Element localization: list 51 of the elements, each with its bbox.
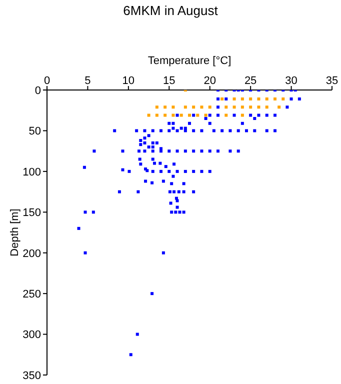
x-tick-label: 0	[44, 75, 50, 87]
y-tick-label: 150	[22, 207, 41, 220]
point	[147, 114, 150, 117]
point	[224, 114, 228, 117]
x-tick-label: 30	[285, 75, 298, 87]
y-axis-title: Depth [m]	[8, 208, 21, 256]
x-tick-label: 25	[244, 75, 257, 87]
x-tick-label: 15	[163, 75, 176, 87]
point	[282, 97, 285, 100]
point	[265, 97, 268, 100]
point	[232, 97, 236, 100]
y-tick-label: 350	[22, 370, 41, 382]
point	[274, 97, 276, 100]
point	[188, 114, 191, 117]
point	[172, 114, 175, 117]
point	[232, 106, 236, 109]
y-tick-label: 50	[28, 126, 41, 138]
point	[164, 114, 167, 117]
y-tick-label: 250	[22, 288, 41, 300]
x-tick-label: 20	[204, 75, 216, 87]
x-tick-label: 10	[122, 75, 135, 87]
point	[257, 97, 260, 100]
point	[220, 97, 224, 100]
point	[240, 97, 244, 100]
point	[240, 106, 244, 109]
y-tick-label: 100	[22, 166, 41, 178]
point	[224, 106, 228, 109]
point	[196, 114, 200, 117]
point	[184, 106, 187, 109]
point	[240, 114, 244, 117]
y-tick-label: 0	[34, 84, 41, 97]
point	[208, 106, 212, 109]
point	[172, 106, 175, 109]
point	[257, 106, 260, 109]
point	[155, 106, 158, 109]
point	[249, 97, 252, 100]
point	[278, 106, 281, 109]
point	[200, 106, 204, 109]
point	[265, 106, 268, 109]
point	[192, 106, 196, 109]
point	[249, 106, 252, 109]
point	[204, 114, 208, 117]
x-tick-label: 5	[84, 75, 91, 87]
point	[164, 106, 167, 109]
point	[180, 114, 183, 117]
y-tick-label: 300	[22, 329, 41, 342]
y-tick-label: 200	[22, 248, 41, 260]
point	[155, 114, 158, 117]
x-axis-title: Temperature [°C]	[148, 54, 232, 67]
x-tick-label: 35	[326, 75, 338, 87]
chart-title: 6MKM in August	[122, 3, 219, 18]
